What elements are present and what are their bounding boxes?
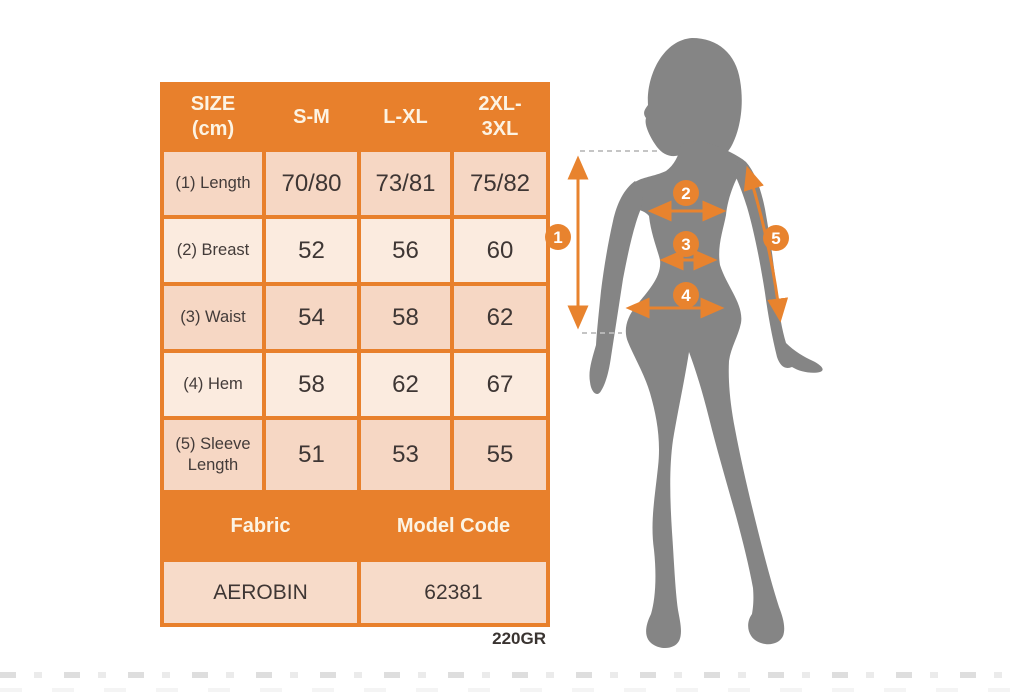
cropped-bottom-text-strip [0,672,1024,678]
size-table: SIZE (cm) S-M L-XL 2XL- 3XL (1) Length 7… [160,82,550,627]
marker-5: 5 [763,225,789,251]
cell-value: 62 [357,349,454,420]
column-header-lxl: L-XL [357,82,454,152]
cell-value: 53 [357,416,454,494]
cell-value: 60 [450,215,550,286]
size-unit-header: SIZE (cm) [160,82,266,152]
marker-2-number: 2 [681,184,690,203]
marker-3-number: 3 [681,235,690,254]
cell-value: 70/80 [262,148,361,219]
cell-value: 58 [262,349,361,420]
cell-value: 62 [450,282,550,353]
fabric-header: Fabric [160,490,361,562]
marker-5-number: 5 [771,229,780,248]
table-row-length: (1) Length 70/80 73/81 75/82 [160,148,550,219]
marker-1-number: 1 [553,228,562,247]
cell-value: 58 [357,282,454,353]
marker-4-number: 4 [681,286,691,305]
silhouette-right-arm [732,160,823,373]
row-label: (5) Sleeve Length [160,416,266,494]
measurement-markers: 1 2 3 4 5 [545,180,789,308]
marker-3: 3 [673,231,699,257]
female-silhouette [589,38,823,649]
model-code-value: 62381 [357,558,550,627]
cell-value: 56 [357,215,454,286]
table-footer-value-row: AEROBIN 62381 [160,558,550,627]
cell-value: 55 [450,416,550,494]
dashed-guides [580,150,658,334]
cell-value: 75/82 [450,148,550,219]
silhouette-head-hair [644,38,742,164]
column-header-2xl3xl: 2XL- 3XL [450,82,550,152]
model-code-header: Model Code [357,490,550,562]
weight-note: 220GR [492,629,546,648]
cropped-bottom-text-strip-faint [0,688,1024,692]
table-row-sleeve-length: (5) Sleeve Length 51 53 55 [160,416,550,494]
row-label: (2) Breast [160,215,266,286]
marker-2: 2 [673,180,699,206]
table-footer-header-row: Fabric Model Code [160,490,550,562]
cell-value: 67 [450,349,550,420]
table-header-row: SIZE (cm) S-M L-XL 2XL- 3XL [160,82,550,152]
cell-value: 73/81 [357,148,454,219]
row-label: (3) Waist [160,282,266,353]
cell-value: 54 [262,282,361,353]
silhouette-left-arm [589,181,643,395]
marker-1: 1 [545,224,571,250]
table-row-hem: (4) Hem 58 62 67 [160,349,550,420]
column-header-sm: S-M [262,82,361,152]
table-row-waist: (3) Waist 54 58 62 [160,282,550,353]
cell-value: 52 [262,215,361,286]
row-label: (1) Length [160,148,266,219]
cell-value: 51 [262,416,361,494]
table-row-breast: (2) Breast 52 56 60 [160,215,550,286]
measurement-figure: 1 2 3 4 5 [545,38,823,649]
fabric-value: AEROBIN [160,558,361,627]
row-label: (4) Hem [160,349,266,420]
marker-4: 4 [673,282,699,308]
